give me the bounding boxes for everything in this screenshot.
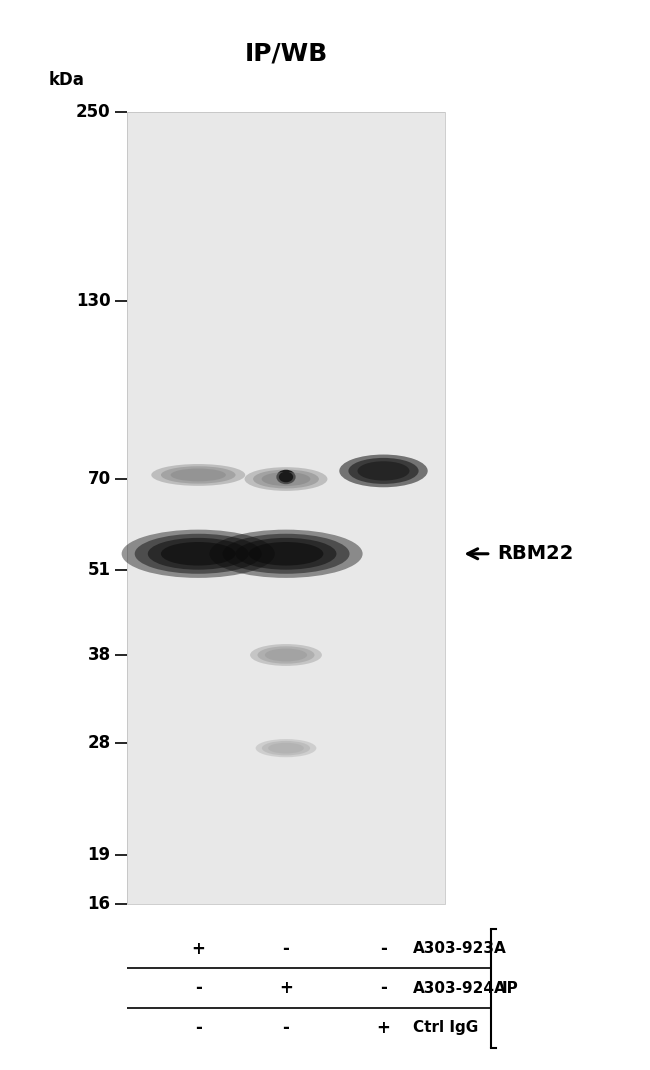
Ellipse shape [148,538,249,569]
Text: 70: 70 [87,470,111,488]
Text: 28: 28 [87,734,111,752]
Ellipse shape [222,534,350,574]
Ellipse shape [257,646,315,663]
Text: 250: 250 [76,104,111,121]
Text: -: - [283,1019,289,1037]
Text: IP: IP [501,980,518,996]
Ellipse shape [248,542,324,566]
Text: kDa: kDa [49,72,84,89]
Text: 51: 51 [88,562,110,579]
Text: +: + [376,1019,391,1037]
Ellipse shape [262,740,310,755]
Text: +: + [279,979,293,997]
Text: -: - [195,1019,202,1037]
Ellipse shape [244,468,328,491]
Ellipse shape [265,648,307,661]
Text: 19: 19 [87,845,111,863]
Text: 16: 16 [88,896,110,913]
Ellipse shape [268,743,304,753]
Text: IP/WB: IP/WB [244,42,328,65]
Ellipse shape [261,472,311,486]
Text: A303-924A: A303-924A [413,980,506,996]
Ellipse shape [250,644,322,666]
Text: Ctrl IgG: Ctrl IgG [413,1020,478,1036]
Ellipse shape [170,469,226,482]
Ellipse shape [209,530,363,578]
Ellipse shape [135,534,262,574]
Ellipse shape [358,461,410,480]
Text: RBM22: RBM22 [497,545,573,563]
Text: -: - [380,939,387,958]
Ellipse shape [161,542,235,566]
Text: A303-923A: A303-923A [413,941,506,957]
Ellipse shape [122,530,275,578]
Ellipse shape [161,467,235,484]
Text: +: + [191,939,205,958]
Ellipse shape [235,538,337,569]
Bar [127,112,445,904]
Text: -: - [195,979,202,997]
Text: 38: 38 [87,646,111,664]
Bar [127,112,445,904]
Ellipse shape [151,464,245,486]
Text: 130: 130 [76,292,111,309]
Ellipse shape [279,472,293,483]
Ellipse shape [348,458,419,484]
Ellipse shape [253,470,319,488]
Ellipse shape [276,470,296,485]
Text: -: - [380,979,387,997]
Ellipse shape [339,455,428,487]
Ellipse shape [255,739,317,758]
Text: -: - [283,939,289,958]
